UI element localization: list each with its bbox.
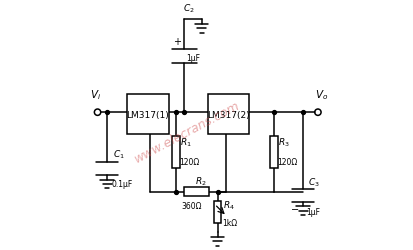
Text: $R_3$: $R_3$ (278, 136, 290, 149)
Text: LM317(1): LM317(1) (126, 110, 169, 119)
Text: 120Ω: 120Ω (179, 158, 199, 166)
Text: $R_1$: $R_1$ (180, 136, 192, 149)
Text: −: − (291, 204, 299, 214)
Bar (127, 94, 169, 135)
Text: 360Ω: 360Ω (182, 201, 202, 210)
Text: $C_1$: $C_1$ (114, 148, 125, 160)
Bar (208, 94, 249, 135)
Text: 0.1μF: 0.1μF (112, 179, 133, 188)
Text: 120Ω: 120Ω (277, 158, 297, 166)
Bar (270, 136, 278, 168)
Text: www.elecrans.com: www.elecrans.com (132, 99, 242, 166)
Text: $C_3$: $C_3$ (308, 176, 319, 188)
Text: $V_i$: $V_i$ (90, 88, 101, 102)
Text: 1μF: 1μF (306, 207, 320, 216)
Text: $R_4$: $R_4$ (223, 198, 235, 211)
Bar (185, 187, 209, 197)
Text: $V_o$: $V_o$ (315, 88, 328, 102)
Text: +: + (173, 37, 181, 47)
Text: LM317(2): LM317(2) (207, 110, 250, 119)
Bar (172, 136, 180, 168)
Text: $C_2$: $C_2$ (183, 3, 195, 15)
Text: 1kΩ: 1kΩ (222, 218, 237, 228)
Text: 1μF: 1μF (186, 54, 200, 62)
Text: $R_2$: $R_2$ (195, 175, 207, 187)
Bar (214, 201, 221, 223)
